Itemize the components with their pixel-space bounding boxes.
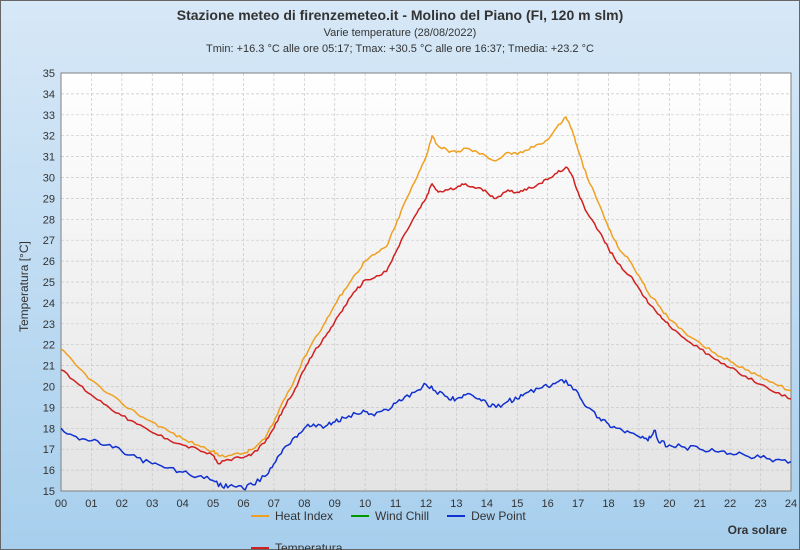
legend-swatch <box>447 515 465 517</box>
chart-svg: 15 16 17 18 19 20 21 22 23 24 25 26 27 28 29 30 31 32 33 34… <box>1 1 800 550</box>
svg-text:20: 20 <box>663 498 675 510</box>
legend-label: Heat Index <box>275 509 333 523</box>
legend-swatch <box>251 515 269 517</box>
svg-text:18: 18 <box>43 423 55 435</box>
legend-item: Wind Chill <box>351 509 429 523</box>
legend-item: Dew Point <box>447 509 526 523</box>
svg-text:24: 24 <box>785 498 797 510</box>
chart-subtitle-1: Varie temperature (28/08/2022) <box>1 27 799 39</box>
svg-text:05: 05 <box>207 498 219 510</box>
svg-text:17: 17 <box>43 444 55 456</box>
chart-subtitle-2: Tmin: +16.3 °C alle ore 05:17; Tmax: +30… <box>1 43 799 55</box>
svg-text:03: 03 <box>146 498 158 510</box>
svg-text:21: 21 <box>694 498 706 510</box>
svg-text:35: 35 <box>43 68 55 80</box>
svg-text:02: 02 <box>116 498 128 510</box>
chart-title: Stazione meteo di firenzemeteo.it - Moli… <box>1 7 799 23</box>
svg-text:25: 25 <box>43 277 55 289</box>
svg-text:19: 19 <box>43 402 55 414</box>
svg-text:31: 31 <box>43 152 55 164</box>
svg-text:01: 01 <box>85 498 97 510</box>
svg-text:21: 21 <box>43 361 55 373</box>
svg-text:26: 26 <box>43 256 55 268</box>
legend-swatch <box>351 515 369 517</box>
time-mode-label: Ora solare <box>728 523 787 537</box>
svg-text:04: 04 <box>177 498 189 510</box>
svg-text:19: 19 <box>633 498 645 510</box>
svg-text:15: 15 <box>43 486 55 498</box>
svg-text:22: 22 <box>724 498 736 510</box>
svg-text:00: 00 <box>55 498 67 510</box>
svg-text:16: 16 <box>43 465 55 477</box>
legend-label: Wind Chill <box>375 509 429 523</box>
svg-text:23: 23 <box>754 498 766 510</box>
svg-text:23: 23 <box>43 319 55 331</box>
svg-text:28: 28 <box>43 214 55 226</box>
y-axis-label: Temperatura [°C] <box>17 241 31 332</box>
svg-text:33: 33 <box>43 110 55 122</box>
svg-text:29: 29 <box>43 193 55 205</box>
legend-item: Heat Index <box>251 509 333 523</box>
svg-text:18: 18 <box>602 498 614 510</box>
legend-swatch <box>251 547 269 549</box>
legend-label: Temperatura <box>275 541 342 550</box>
svg-text:27: 27 <box>43 235 55 247</box>
svg-text:34: 34 <box>43 89 55 101</box>
chart-container: { "title": "Stazione meteo di firenzemet… <box>0 0 800 550</box>
legend: Heat Index Wind Chill Dew Point Temperatura <box>251 509 591 550</box>
svg-text:20: 20 <box>43 382 55 394</box>
svg-text:06: 06 <box>237 498 249 510</box>
svg-text:22: 22 <box>43 340 55 352</box>
legend-item: Temperatura <box>251 541 342 550</box>
legend-label: Dew Point <box>471 509 526 523</box>
svg-text:30: 30 <box>43 173 55 185</box>
svg-text:24: 24 <box>43 298 55 310</box>
svg-text:32: 32 <box>43 131 55 143</box>
